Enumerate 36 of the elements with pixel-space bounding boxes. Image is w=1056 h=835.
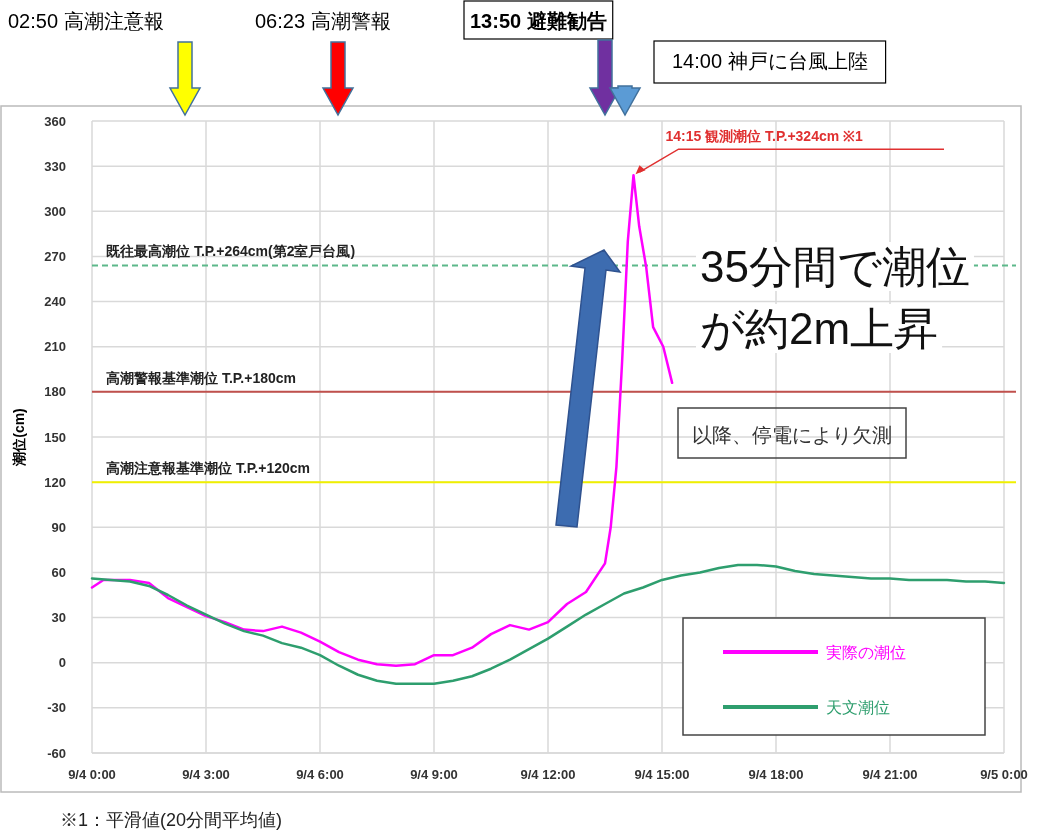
y-tick-label: 0 bbox=[58, 655, 66, 671]
x-tick-label: 9/4 0:00 bbox=[68, 767, 116, 782]
y-tick-label: 360 bbox=[44, 113, 66, 129]
y-tick-label: 180 bbox=[44, 384, 66, 400]
text: 06:23 高潮警報 bbox=[255, 10, 391, 32]
y-tick-label: 330 bbox=[44, 158, 66, 174]
text: 14:00 神戸に台風上陸 bbox=[672, 50, 868, 72]
ref-line-label: 既往最高潮位 T.P.+264cm(第2室戸台風) bbox=[106, 243, 356, 260]
y-tick-label: 30 bbox=[51, 610, 66, 626]
text: 02:50 高潮注意報 bbox=[8, 10, 164, 32]
x-tick-label: 9/5 0:00 bbox=[980, 767, 1028, 782]
y-tick-label: -30 bbox=[47, 700, 66, 716]
y-tick-label: 210 bbox=[44, 339, 66, 355]
y-tick-label: 120 bbox=[44, 474, 66, 490]
text: ※1：平滑値(20分間平均値) bbox=[60, 810, 283, 830]
text: 13:50 避難勧告 bbox=[470, 10, 607, 32]
y-tick-label: 240 bbox=[44, 294, 66, 310]
ref-line-label: 高潮注意報基準潮位 T.P.+120cm bbox=[106, 460, 310, 477]
y-tick-label: 300 bbox=[44, 203, 66, 219]
x-tick-label: 9/4 21:00 bbox=[862, 767, 918, 782]
x-tick-label: 9/4 6:00 bbox=[296, 767, 344, 782]
x-tick-label: 9/4 12:00 bbox=[520, 767, 576, 782]
annotation: 14:15 観測潮位 T.P.+324cm ※1 bbox=[665, 128, 864, 145]
x-tick-label: 9/4 9:00 bbox=[410, 767, 458, 782]
y-axis-title: 潮位(cm) bbox=[11, 408, 27, 467]
ref-line-label: 高潮警報基準潮位 T.P.+180cm bbox=[106, 369, 296, 386]
x-tick-label: 9/4 15:00 bbox=[634, 767, 690, 782]
y-tick-label: 60 bbox=[51, 564, 66, 580]
x-tick-label: 9/4 3:00 bbox=[182, 767, 230, 782]
y-tick-label: 150 bbox=[44, 429, 66, 445]
annotation: 35分間で潮位が約2m上昇 bbox=[700, 242, 970, 353]
y-tick-label: 90 bbox=[51, 519, 66, 535]
y-tick-label: 270 bbox=[44, 248, 66, 264]
annotation: 以降、停電により欠測 bbox=[692, 424, 892, 446]
x-tick-label: 9/4 18:00 bbox=[748, 767, 804, 782]
y-tick-label: -60 bbox=[47, 745, 66, 761]
